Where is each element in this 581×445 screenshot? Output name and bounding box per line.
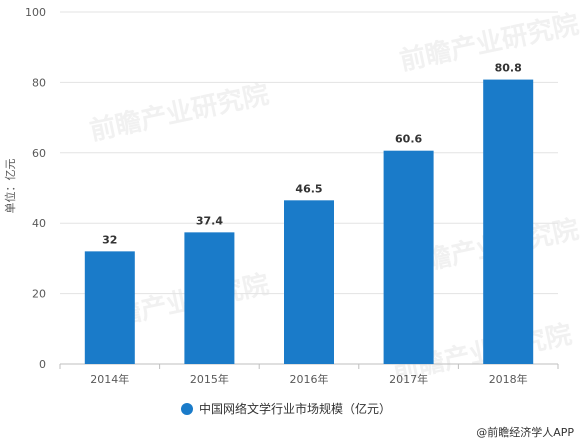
y-tick-label: 60	[32, 147, 46, 160]
x-tick-label: 2014年	[90, 372, 129, 386]
data-labels: 32 37.4 46.5 60.6 80.8	[102, 62, 522, 247]
data-label: 37.4	[196, 214, 223, 227]
bar	[284, 200, 334, 364]
data-label: 46.5	[295, 182, 322, 195]
data-label: 32	[102, 233, 117, 246]
legend[interactable]: 中国网络文学行业市场规模（亿元）	[181, 401, 391, 416]
data-label: 80.8	[495, 62, 522, 75]
x-tick-label: 2018年	[489, 372, 528, 386]
y-axis-label: 单位：亿元	[3, 159, 17, 214]
y-tick-label: 0	[39, 358, 46, 371]
watermark-text: 前瞻产业研究院	[397, 9, 581, 77]
y-axis-ticks: 0 20 40 60 80 100	[25, 6, 46, 371]
bar	[383, 150, 434, 364]
x-tick-label: 2016年	[290, 372, 329, 386]
x-axis-ticks: 2014年 2015年 2016年 2017年 2018年	[59, 364, 559, 386]
y-tick-label: 80	[32, 76, 46, 89]
bar	[184, 232, 235, 364]
y-tick-label: 100	[25, 6, 46, 19]
y-tick-label: 40	[32, 217, 46, 230]
credit-text: @前瞻经济学人APP	[476, 425, 574, 439]
y-tick-label: 20	[32, 288, 46, 301]
legend-marker	[181, 403, 193, 415]
x-tick-label: 2015年	[190, 372, 229, 386]
x-tick-label: 2017年	[389, 372, 428, 386]
watermark-text: 前瞻产业研究院	[87, 79, 271, 147]
bar	[483, 79, 534, 365]
data-label: 60.6	[395, 133, 422, 146]
bars	[84, 79, 534, 365]
legend-label: 中国网络文学行业市场规模（亿元）	[199, 401, 391, 416]
bar	[84, 251, 135, 364]
